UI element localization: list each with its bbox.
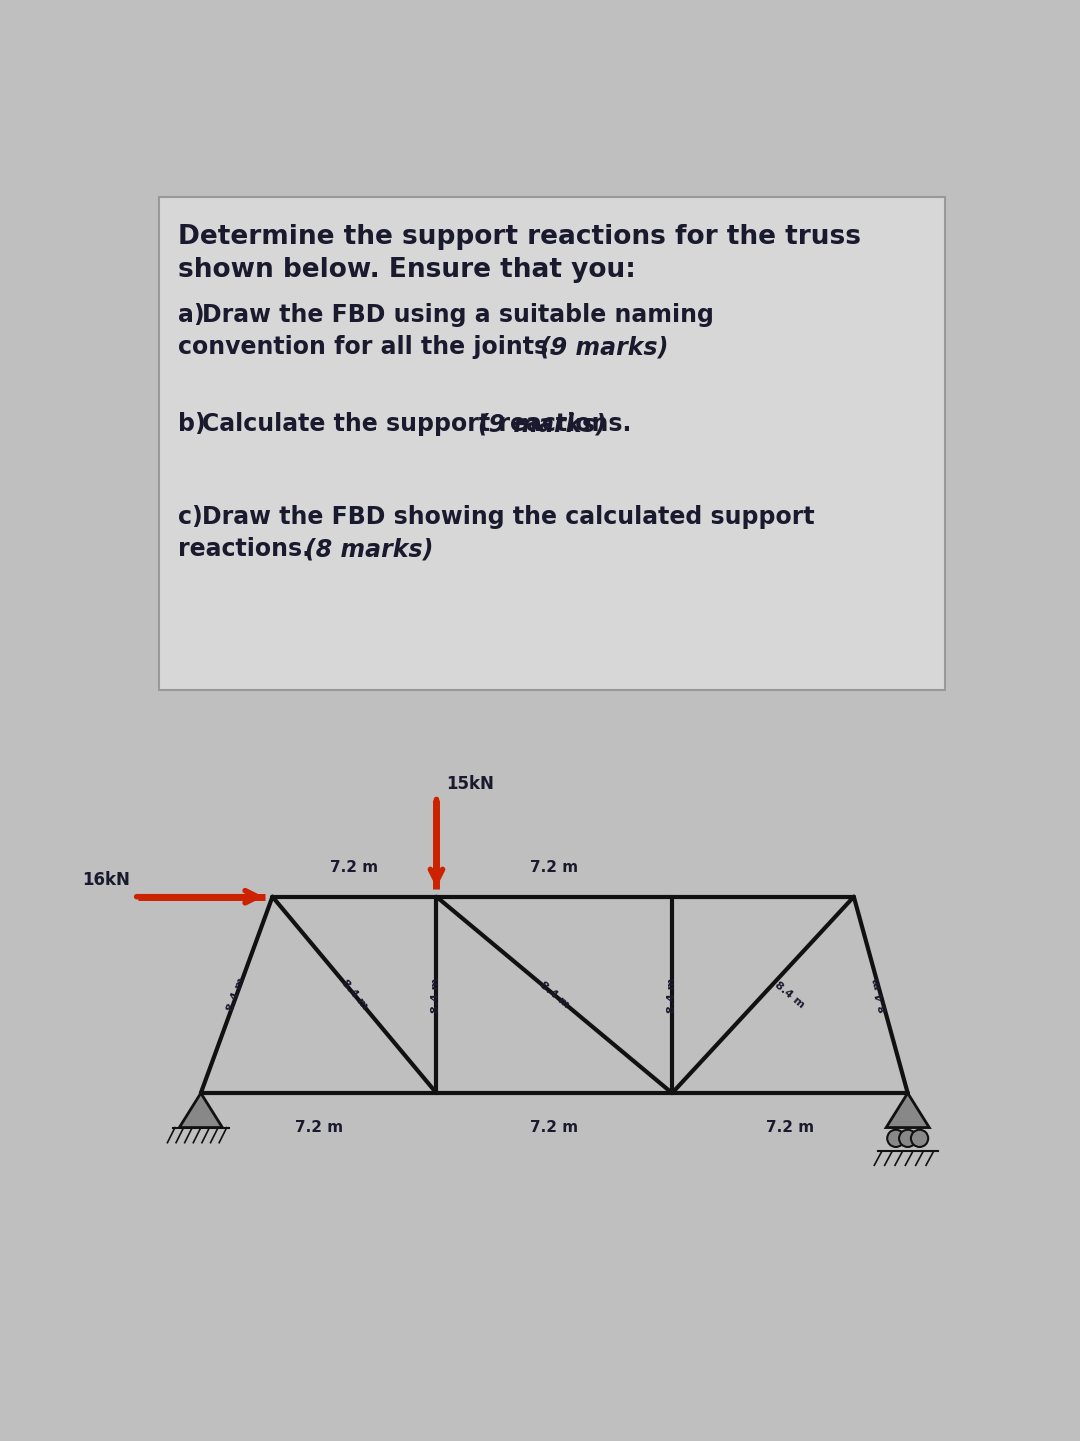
Circle shape — [887, 1130, 904, 1147]
Text: a): a) — [178, 303, 204, 327]
Text: 7.2 m: 7.2 m — [766, 1120, 814, 1136]
Circle shape — [899, 1130, 916, 1147]
Text: (8 marks): (8 marks) — [305, 537, 433, 561]
Text: 8.4 m: 8.4 m — [667, 977, 677, 1013]
Text: 7.2 m: 7.2 m — [295, 1120, 342, 1136]
Text: 8.4 m: 8.4 m — [339, 978, 369, 1012]
Text: 7.2 m: 7.2 m — [530, 1120, 578, 1136]
Text: 8.4 m: 8.4 m — [872, 977, 890, 1013]
Text: 8.4 m: 8.4 m — [226, 977, 247, 1013]
Text: Draw the FBD showing the calculated support: Draw the FBD showing the calculated supp… — [202, 504, 815, 529]
Text: reactions.: reactions. — [178, 537, 319, 561]
Circle shape — [910, 1130, 928, 1147]
Polygon shape — [886, 1094, 929, 1127]
Text: 8.4 m: 8.4 m — [538, 980, 571, 1010]
Text: Determine the support reactions for the truss: Determine the support reactions for the … — [178, 223, 861, 249]
Text: 8.4 m: 8.4 m — [432, 977, 442, 1013]
Text: Draw the FBD using a suitable naming: Draw the FBD using a suitable naming — [202, 303, 714, 327]
Polygon shape — [179, 1094, 222, 1127]
Text: (9 marks): (9 marks) — [478, 412, 606, 437]
Text: convention for all the joints.: convention for all the joints. — [178, 336, 565, 359]
Text: Calculate the support reactions.: Calculate the support reactions. — [202, 412, 640, 437]
Text: 15kN: 15kN — [446, 775, 494, 793]
FancyBboxPatch shape — [159, 197, 945, 690]
Text: 7.2 m: 7.2 m — [330, 860, 378, 875]
Text: 8.4 m: 8.4 m — [773, 980, 807, 1010]
Text: (9 marks): (9 marks) — [540, 336, 669, 359]
Text: shown below. Ensure that you:: shown below. Ensure that you: — [178, 256, 636, 282]
Text: 7.2 m: 7.2 m — [530, 860, 578, 875]
Text: c): c) — [178, 504, 202, 529]
Text: b): b) — [178, 412, 205, 437]
Text: 16kN: 16kN — [82, 870, 130, 889]
